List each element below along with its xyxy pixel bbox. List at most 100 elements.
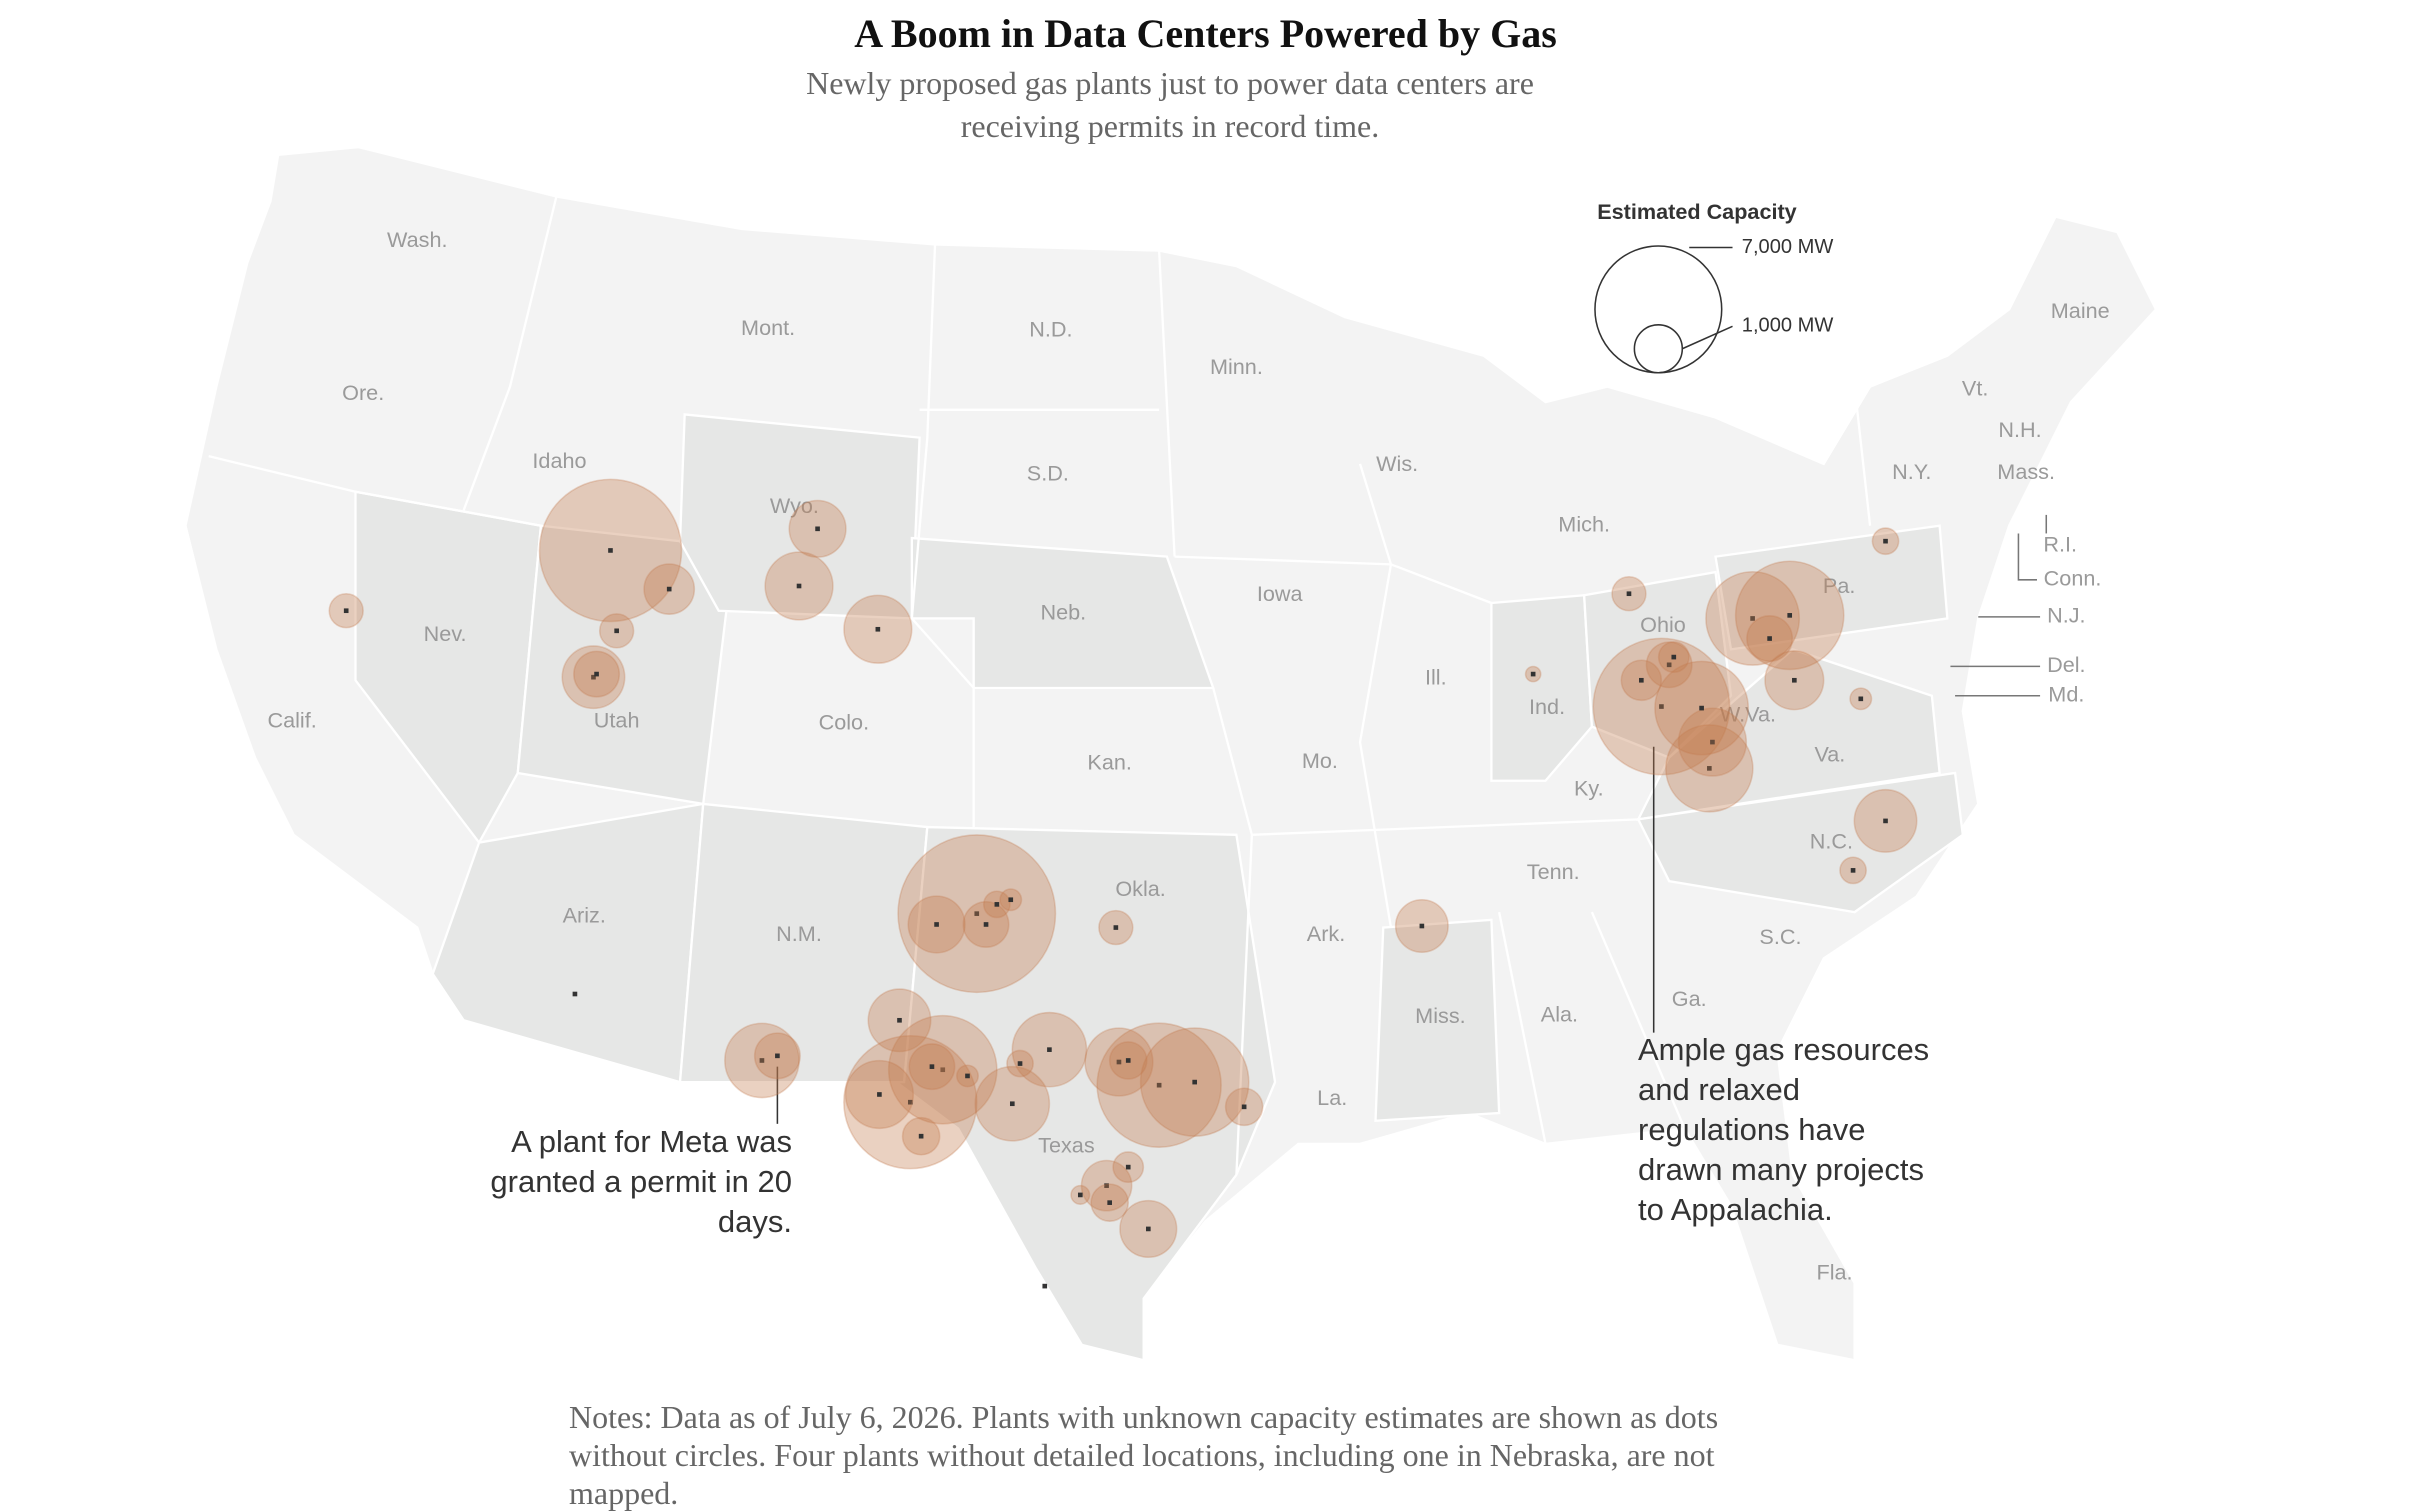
legend-title: Estimated Capacity — [1597, 199, 1797, 224]
state-label: R.I. — [2043, 532, 2077, 557]
plant-dot — [1699, 705, 1704, 711]
plant-dot — [1192, 1079, 1197, 1085]
state-label: N.J. — [2047, 603, 2085, 628]
state-label: Kan. — [1087, 749, 1132, 774]
state-label: Ark. — [1307, 921, 1345, 946]
plant-dot — [929, 1064, 935, 1069]
state-label: Pa. — [1823, 573, 1855, 598]
plant-dot — [1707, 766, 1712, 771]
plant-dot — [1850, 868, 1856, 873]
title: A Boom in Data Centers Powered by Gas — [854, 11, 1557, 56]
legend-label: 7,000 MW — [1742, 236, 1834, 258]
plant-dot — [1156, 1082, 1162, 1088]
state-label: Ind. — [1529, 694, 1565, 719]
state-label: N.Y. — [1892, 459, 1931, 484]
state-label: Mo. — [1302, 748, 1338, 773]
plant-dot — [1077, 1192, 1083, 1198]
state-shape — [678, 413, 921, 620]
state-label: N.C. — [1810, 828, 1853, 853]
plant-dot — [1241, 1104, 1247, 1110]
plant-dot — [1671, 654, 1677, 660]
plant-dot — [1047, 1047, 1052, 1052]
plant-dot — [1858, 696, 1864, 702]
plant-dot — [1530, 671, 1536, 677]
state-shape — [892, 825, 1277, 1362]
annotation: Ample gas resources and relaxed regulati… — [1638, 1032, 1930, 1227]
state-label: Md. — [2048, 681, 2084, 706]
plant-dot — [343, 608, 349, 614]
highlighted-states — [354, 413, 1965, 1362]
plant-dot — [974, 911, 980, 916]
plant-dot — [775, 1053, 780, 1059]
plant-dot — [608, 548, 613, 553]
plant-dot — [1042, 1283, 1048, 1289]
plant-dot — [1116, 1059, 1122, 1065]
plant-dot — [614, 628, 619, 634]
state-shape — [1636, 771, 1965, 914]
state-shape — [1374, 918, 1501, 1122]
plant-dot — [983, 922, 989, 927]
state-label: La. — [1317, 1085, 1347, 1110]
legend-leader — [1681, 325, 1733, 350]
state-labels: Wash. Ore. Calif. Idaho Nev. Mont. Wyo. Utah Col… — [267, 227, 2109, 1284]
state-label: N.M. — [776, 921, 822, 946]
state-label: Calif. — [267, 708, 316, 733]
state-label: Ala. — [1541, 1001, 1578, 1026]
plant-dot — [1017, 1061, 1023, 1066]
plant-dot — [1767, 636, 1772, 641]
state-label: Ga. — [1672, 986, 1707, 1011]
plant-dot — [1787, 613, 1793, 618]
state-label: Vt. — [1962, 375, 1988, 400]
plant-dot — [907, 1099, 913, 1105]
plant-dot — [1113, 925, 1119, 930]
state-label: N.H. — [1998, 417, 2041, 442]
plant-dot — [759, 1058, 765, 1063]
state-label: Conn. — [2044, 566, 2102, 591]
legend-label: 1,000 MW — [1742, 315, 1834, 337]
state-label: Colo. — [819, 709, 869, 734]
state-label: Ill. — [1425, 664, 1447, 689]
state-label: W.Va. — [1720, 702, 1776, 727]
state-shape — [1636, 648, 1941, 821]
plant-dot — [594, 671, 599, 677]
state-label: Maine — [2051, 298, 2110, 323]
state-label: Wash. — [387, 227, 447, 252]
plants — [328, 478, 1918, 1289]
state-label: S.D. — [1027, 460, 1069, 485]
state-label: Wyo. — [770, 493, 819, 518]
plant-dot — [1125, 1164, 1131, 1170]
state-shape — [1714, 524, 1949, 651]
border — [1498, 911, 1547, 1145]
plant-dot — [934, 922, 939, 927]
state-label: Tenn. — [1527, 859, 1580, 884]
state-label: Idaho — [532, 448, 586, 473]
legend-circle — [1594, 245, 1723, 374]
plant-dot — [1883, 538, 1888, 544]
state-shape — [1582, 570, 1733, 759]
state-label: Ariz. — [563, 902, 606, 927]
border — [208, 455, 542, 527]
plant-dot — [918, 1133, 924, 1139]
state-label: Iowa — [1257, 581, 1304, 606]
state-label: Ky. — [1574, 776, 1604, 801]
state-label: Neb. — [1040, 600, 1086, 625]
plant-dot — [1008, 897, 1014, 903]
state-label: Mont. — [741, 315, 795, 340]
state-shape — [431, 802, 705, 1084]
plant-dot — [796, 583, 802, 589]
leaders — [776, 514, 2048, 1124]
plant-dot — [666, 586, 672, 592]
plant-dot — [1145, 1226, 1151, 1232]
state-label: N.D. — [1029, 317, 1072, 342]
state-label: Va. — [1814, 742, 1845, 767]
plant-dot — [591, 674, 596, 680]
state-shape — [1490, 594, 1594, 782]
state-shape — [516, 524, 728, 806]
notes: Notes: Data as of July 6, 2026. Plants w… — [569, 1399, 1719, 1511]
subtitle: Newly proposed gas plants just to power … — [806, 65, 1534, 144]
plant-dot — [1104, 1183, 1109, 1188]
plant-dot — [1659, 704, 1664, 709]
border — [1358, 463, 1393, 928]
annotation: A plant for Meta was granted a permit in… — [490, 1124, 792, 1239]
